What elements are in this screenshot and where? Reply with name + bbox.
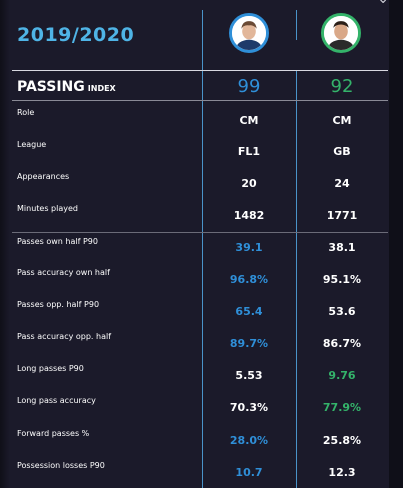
player-one-value: 65.4 (235, 305, 263, 318)
row-label: Appearances (17, 172, 70, 181)
row-label: Role (17, 108, 35, 117)
player-two-avatar (321, 13, 361, 53)
player-portrait-icon (324, 16, 358, 50)
player-one-value: 39.1 (235, 241, 263, 254)
player-one-value: 96.8% (229, 273, 269, 286)
row-label: Forward passes % (17, 429, 90, 438)
section-title: PASSING INDEX (17, 79, 116, 95)
row-label: Possession losses P90 (17, 461, 105, 470)
player-two-value: CM (332, 114, 352, 127)
player-one-value: 28.0% (229, 434, 269, 447)
player-two-value: GB (333, 145, 351, 158)
index-bottom-rule (12, 100, 388, 101)
player-two-value: 12.3 (328, 466, 356, 479)
row-label: Long passes P90 (17, 364, 84, 373)
section-title-sub: INDEX (87, 84, 116, 93)
player-two-value: 77.9% (322, 401, 362, 414)
section-title-main: PASSING (17, 79, 85, 95)
player-one-avatar (229, 13, 269, 53)
player-one-value: FL1 (237, 145, 261, 158)
row-label: Minutes played (17, 204, 78, 213)
player-one-value: 20 (241, 177, 257, 190)
player-two-value: 1771 (326, 209, 358, 222)
chevron-down-icon[interactable]: ⌄ (377, 0, 389, 6)
stats-separator-rule (12, 232, 388, 233)
player-two-value: 95.1% (322, 273, 362, 286)
player-one-value: 1482 (233, 209, 265, 222)
player-two-value: 24 (334, 177, 350, 190)
row-label: Passes own half P90 (17, 237, 98, 246)
player-two-value: 53.6 (328, 305, 356, 318)
column-divider-right (296, 10, 297, 40)
row-label: Pass accuracy own half (17, 268, 110, 277)
row-label: Pass accuracy opp. half (17, 332, 112, 341)
column-divider-right-lower (296, 70, 297, 488)
player-one-value: 10.7 (235, 466, 263, 479)
player-two-value: 86.7% (322, 337, 362, 350)
player-portrait-icon (232, 16, 266, 50)
row-label: League (17, 140, 47, 149)
row-label: Long pass accuracy (17, 396, 96, 405)
season-title: 2019/2020 (17, 24, 135, 46)
right-edge-panel (389, 0, 403, 488)
row-label: Passes opp. half P90 (17, 300, 100, 309)
left-edge-shadow (0, 0, 10, 488)
player-two-value: 25.8% (322, 434, 362, 447)
column-divider-left (202, 10, 203, 488)
player-one-index: 99 (237, 76, 261, 97)
player-two-index: 92 (330, 76, 354, 97)
player-one-value: 5.53 (235, 369, 263, 382)
player-one-value: 70.3% (229, 401, 269, 414)
player-one-value: 89.7% (229, 337, 269, 350)
player-one-value: CM (239, 114, 259, 127)
player-two-value: 38.1 (328, 241, 356, 254)
player-two-value: 9.76 (328, 369, 356, 382)
index-top-rule (12, 70, 388, 71)
